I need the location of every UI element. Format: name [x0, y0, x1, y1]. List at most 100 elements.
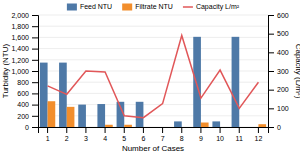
tick-mark	[258, 127, 259, 133]
tick: 500	[268, 30, 289, 37]
tick: 8	[180, 127, 184, 142]
bar	[97, 104, 105, 127]
tick-label: 8	[180, 135, 184, 142]
tick: 5	[122, 127, 126, 142]
tick-label: 100	[277, 105, 289, 112]
tick-label: 300	[277, 68, 289, 75]
tick-mark	[32, 37, 38, 38]
tick-label: 500	[277, 30, 289, 37]
tick-label: 400	[277, 49, 289, 56]
tick-label: 12	[255, 135, 263, 142]
tick-label: 600	[17, 90, 29, 97]
tick: 1,000	[11, 68, 38, 75]
bar	[201, 123, 209, 127]
tick-mark	[143, 127, 144, 133]
tick: 2,000	[11, 12, 38, 19]
tick: 200	[268, 86, 289, 93]
legend-label: Filtrate NTU	[135, 3, 173, 10]
tick-label: 600	[277, 12, 289, 19]
plot: 12345678910111202004006008001,0001,2001,…	[11, 12, 288, 142]
tick-mark	[200, 127, 201, 133]
tick-label: 9	[199, 135, 203, 142]
tick-mark	[32, 60, 38, 61]
tick-label: 7	[161, 135, 165, 142]
bar	[239, 127, 247, 128]
tick-mark	[124, 127, 125, 133]
legend-item: Capacity L/m²	[183, 3, 240, 11]
legend-item: Feed NTU	[67, 3, 112, 10]
tick-mark	[268, 34, 274, 35]
tick: 1,200	[11, 57, 38, 64]
bar	[48, 101, 56, 127]
tick-label: 200	[277, 86, 289, 93]
bar	[124, 125, 132, 127]
tick-label: 400	[17, 101, 29, 108]
tick: 1,400	[11, 45, 38, 52]
tick: 10	[216, 127, 224, 142]
tick-mark	[239, 127, 240, 133]
bar	[232, 37, 240, 127]
grid	[38, 15, 268, 127]
tick: 400	[268, 49, 289, 56]
tick-label: 10	[216, 135, 224, 142]
bar	[143, 127, 151, 128]
legend-label: Feed NTU	[80, 3, 112, 10]
tick-mark	[105, 127, 106, 133]
tick-label: 2	[65, 135, 69, 142]
tick-mark	[32, 26, 38, 27]
bar	[105, 125, 113, 127]
tick: 0	[268, 124, 281, 131]
axis: 0 100 200 300 400 500 600	[268, 12, 289, 131]
bar	[212, 121, 220, 127]
tick-mark	[268, 127, 274, 128]
tick-mark	[32, 116, 38, 117]
tick: 9	[199, 127, 203, 142]
axis: 123456789101112	[39, 127, 269, 142]
tick-mark	[32, 93, 38, 94]
tick-mark	[32, 71, 38, 72]
tick-mark	[85, 127, 86, 133]
bar	[136, 102, 144, 127]
tick-label: 1,200	[11, 57, 29, 64]
bar	[86, 127, 94, 128]
tick: 1,800	[11, 23, 38, 30]
tick-label: 200	[17, 113, 29, 120]
bar	[78, 105, 86, 127]
tick-label: 800	[17, 79, 29, 86]
tick-label: 2,000	[11, 12, 29, 19]
tick-mark	[32, 127, 38, 128]
tick-mark	[268, 71, 274, 72]
tick-label: 4	[103, 135, 107, 142]
tick: 300	[268, 68, 289, 75]
tick-mark	[268, 108, 274, 109]
tick: 1	[46, 127, 50, 142]
tick: 600	[17, 90, 38, 97]
tick-label: 1,400	[11, 45, 29, 52]
tick-mark	[32, 49, 38, 50]
tick-label: 0	[25, 124, 29, 131]
tick-mark	[268, 52, 274, 53]
bar	[163, 127, 171, 128]
bar	[40, 63, 48, 127]
tick-mark	[220, 127, 221, 133]
tick-label: 5	[122, 135, 126, 142]
tick-mark	[66, 127, 67, 133]
tick: 200	[17, 113, 38, 120]
y-axis-title: Turbidity (NTU)	[1, 43, 10, 98]
tick-mark	[268, 90, 274, 91]
x-axis-title: Number of Cases	[122, 144, 184, 153]
tick: 400	[17, 101, 38, 108]
tick-label: 1,000	[11, 68, 29, 75]
bar	[59, 63, 67, 127]
legend: Feed NTU Filtrate NTU Capacity L/m²	[67, 3, 240, 11]
tick: 800	[17, 79, 38, 86]
tick-mark	[162, 127, 163, 133]
marks	[40, 36, 266, 127]
tick: 0	[25, 124, 38, 131]
tick: 100	[268, 105, 289, 112]
bar-series	[40, 37, 239, 127]
bar	[258, 124, 266, 127]
legend-swatch	[122, 4, 132, 11]
legend-swatch	[183, 6, 193, 8]
y2-axis-title: Capacity (L/m²)	[294, 44, 300, 99]
